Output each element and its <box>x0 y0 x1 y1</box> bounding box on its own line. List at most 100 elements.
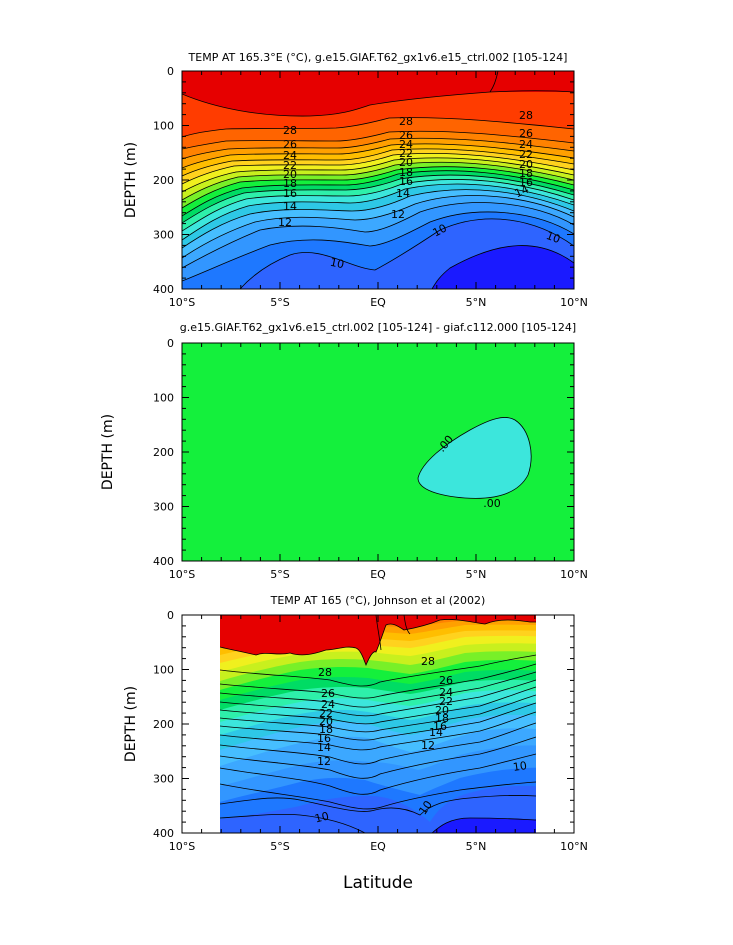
y-tick-label: 100 <box>153 392 174 405</box>
x-tick-label: 10°S <box>169 568 195 581</box>
contour-label: 16 <box>433 720 447 733</box>
y-tick-label: 200 <box>153 446 174 459</box>
panel-2-title: g.e15.GIAF.T62_gx1v6.e15_ctrl.002 [105-1… <box>180 321 576 334</box>
y-tick-label: 200 <box>153 174 174 187</box>
x-tick-label: 10°N <box>560 296 588 309</box>
contour-label: 26 <box>519 127 533 140</box>
contour-label: 24 <box>519 138 533 151</box>
x-axis-label: Latitude <box>343 873 413 893</box>
y-tick-label: 0 <box>167 65 174 78</box>
contour-label: 20 <box>435 704 449 717</box>
contour-label: 14 <box>317 741 331 754</box>
panel-2-axes: 10°S 5°S EQ 5°N 10°N 0 100 200 300 400 <box>153 337 588 581</box>
contour-label: 28 <box>421 655 435 668</box>
contour-label: 22 <box>439 695 453 708</box>
panel-2: .00.00 g.e15.GIAF.T62_gx1v6.e15_ctrl.002… <box>100 321 588 581</box>
contour-label: 20 <box>319 715 333 728</box>
panel-2-contour-fill: .00.00 <box>182 343 574 561</box>
contour-label: 22 <box>283 159 297 172</box>
contour-label: 24 <box>283 149 297 162</box>
contour-label: 28 <box>318 666 332 679</box>
contour-label: 18 <box>399 166 413 179</box>
panel-2-ylabel: DEPTH (m) <box>100 414 116 490</box>
contour-label: 20 <box>283 168 297 181</box>
contour-label: 18 <box>283 177 297 190</box>
contour-label: 10 <box>431 222 449 240</box>
contour-label: 26 <box>321 687 335 700</box>
panel-3-title: TEMP AT 165 (°C), Johnson et al (2002) <box>270 594 486 607</box>
y-tick-label: 300 <box>153 229 174 242</box>
y-tick-label: 200 <box>153 718 174 731</box>
panel-3-contour-labels: 2828262624242222202018181616141412121010… <box>314 655 528 826</box>
panel-3: 2828262624242222202018181616141412121010… <box>123 594 588 853</box>
y-tick-label: 100 <box>153 120 174 133</box>
contour-label: 14 <box>396 187 410 200</box>
contour-label: 26 <box>439 674 453 687</box>
contour-label: 18 <box>435 712 449 725</box>
x-tick-label: EQ <box>370 840 386 853</box>
y-tick-label: 400 <box>153 555 174 568</box>
contour-label: 10 <box>329 256 345 272</box>
y-tick-label: 400 <box>153 283 174 296</box>
contour-label: 28 <box>399 115 413 128</box>
x-tick-label: 5°S <box>270 568 289 581</box>
contour-label: 12 <box>421 739 435 752</box>
contour-label: 24 <box>439 686 453 699</box>
contour-label: 10 <box>544 229 562 246</box>
contour-label: 12 <box>278 216 292 229</box>
contour-label: .00 <box>483 497 501 510</box>
contour-label: 18 <box>519 167 533 180</box>
x-tick-label: 10°S <box>169 296 195 309</box>
x-tick-label: 5°N <box>466 840 487 853</box>
contour-label: 26 <box>399 129 413 142</box>
x-tick-label: EQ <box>370 568 386 581</box>
contour-label: 16 <box>519 176 533 189</box>
contour-label: 12 <box>391 208 405 221</box>
x-tick-label: 10°N <box>560 840 588 853</box>
contour-label: 22 <box>399 147 413 160</box>
contour-label: 20 <box>519 158 533 171</box>
contour-label: 24 <box>321 698 335 711</box>
y-tick-label: 100 <box>153 664 174 677</box>
y-tick-label: 300 <box>153 773 174 786</box>
y-tick-label: 300 <box>153 501 174 514</box>
contour-label: 10 <box>512 759 528 774</box>
contour-label: 14 <box>513 183 531 201</box>
panel-3-ylabel: DEPTH (m) <box>123 686 139 762</box>
contour-label: 16 <box>399 175 413 188</box>
contour-label: 20 <box>399 156 413 169</box>
panel-1-axes: 10°S 5°S EQ 5°N 10°N 0 100 200 300 400 <box>153 65 588 309</box>
contour-label: 16 <box>317 732 331 745</box>
panel-1-ylabel: DEPTH (m) <box>123 142 139 218</box>
contour-label: 16 <box>283 187 297 200</box>
x-tick-label: 5°N <box>466 568 487 581</box>
panel-3-contour-fill: 2828262624242222202018181616141412121010… <box>182 615 574 833</box>
contour-label: 14 <box>283 200 297 213</box>
contour-label: 22 <box>319 707 333 720</box>
contour-label: 26 <box>283 138 297 151</box>
panel-1-title: TEMP AT 165.3°E (°C), g.e15.GIAF.T62_gx1… <box>188 51 568 64</box>
y-tick-label: 400 <box>153 827 174 840</box>
x-tick-label: 5°S <box>270 840 289 853</box>
x-tick-label: 5°S <box>270 296 289 309</box>
x-tick-label: 5°N <box>466 296 487 309</box>
contour-label: 22 <box>519 148 533 161</box>
x-tick-label: EQ <box>370 296 386 309</box>
x-tick-label: 10°S <box>169 840 195 853</box>
contour-label: 14 <box>429 726 443 739</box>
x-tick-label: 10°N <box>560 568 588 581</box>
y-tick-label: 0 <box>167 609 174 622</box>
contour-label: 12 <box>317 755 331 768</box>
contour-label: 28 <box>283 124 297 137</box>
contour-label: 18 <box>319 723 333 736</box>
contour-label: 24 <box>399 138 413 151</box>
panel-3-axes: 10°S 5°S EQ 5°N 10°N 0 100 200 300 400 <box>153 609 588 853</box>
y-tick-label: 0 <box>167 337 174 350</box>
contour-label: 28 <box>519 109 533 122</box>
contour-label: 10 <box>314 810 331 826</box>
